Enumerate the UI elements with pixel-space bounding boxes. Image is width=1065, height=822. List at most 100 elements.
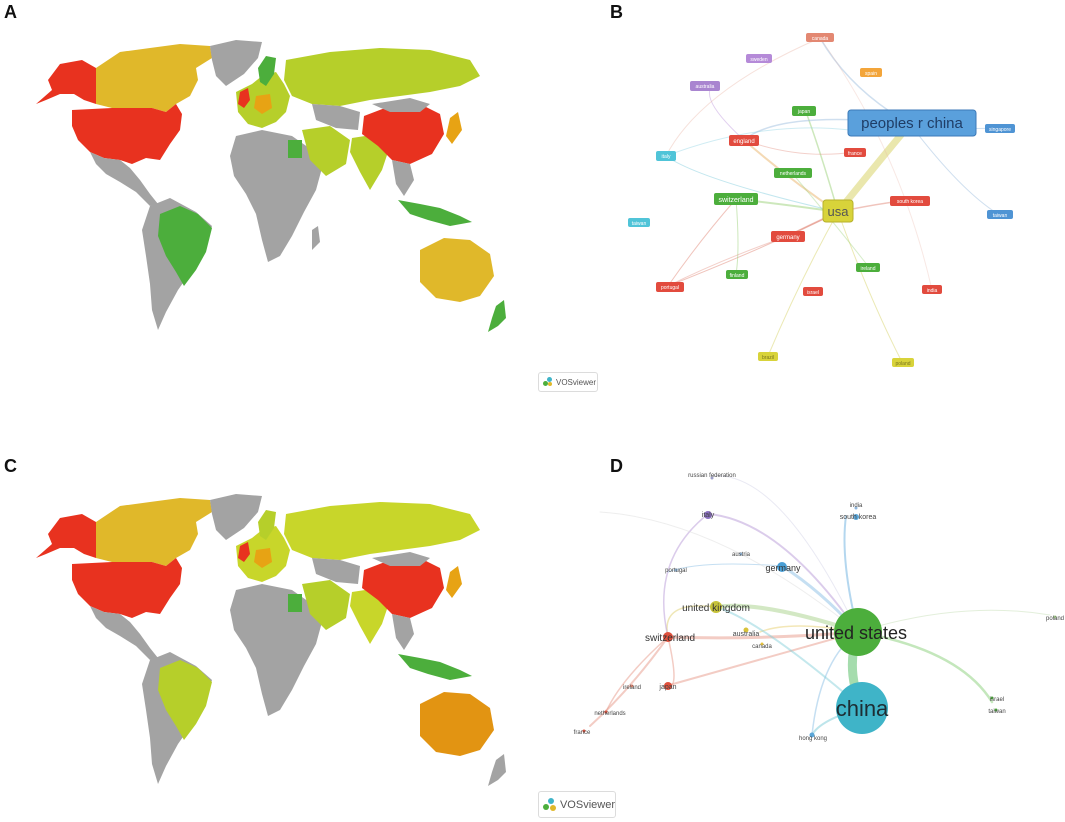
country-australia bbox=[420, 692, 494, 756]
country-central-asia bbox=[312, 104, 360, 130]
network-d-nodes: united states china russian federation i… bbox=[574, 473, 1064, 742]
node-label: south korea bbox=[897, 199, 923, 205]
node-label: israel bbox=[990, 697, 1004, 703]
country-madagascar bbox=[312, 226, 320, 250]
edge bbox=[665, 631, 859, 687]
node-label: china bbox=[836, 696, 889, 721]
country-mexico bbox=[90, 606, 158, 660]
edge bbox=[909, 123, 999, 215]
node-label: canada bbox=[812, 36, 829, 42]
country-se-asia bbox=[392, 160, 414, 196]
node-label: portugal bbox=[661, 285, 679, 291]
node-poland: poland bbox=[1046, 615, 1064, 622]
edge bbox=[665, 155, 839, 213]
node-germany: germany bbox=[771, 231, 805, 242]
panel-label-c: C bbox=[4, 456, 17, 476]
node-label: ireland bbox=[860, 266, 875, 272]
node-switzerland: switzerland bbox=[714, 193, 758, 205]
country-uk bbox=[238, 542, 250, 562]
node-label: spain bbox=[865, 71, 877, 77]
node-label: india bbox=[850, 503, 863, 509]
country-greenland bbox=[210, 494, 262, 540]
node-label: canada bbox=[752, 644, 772, 650]
node-france: france bbox=[844, 148, 866, 157]
node-label: finland bbox=[730, 273, 745, 279]
country-middle-east bbox=[302, 580, 350, 630]
country-greenland bbox=[210, 40, 262, 86]
vosviewer-badge-text: VOSviewer bbox=[559, 798, 615, 811]
node-sweden: sweden bbox=[746, 54, 772, 63]
node-ireland: ireland bbox=[856, 263, 880, 272]
node-label: israel bbox=[807, 290, 819, 296]
node-label: italy bbox=[702, 512, 715, 519]
node-brazil: brazil bbox=[758, 352, 778, 361]
node-label: peoples r china bbox=[861, 115, 963, 132]
node-label: japan bbox=[658, 684, 676, 691]
node-label: england bbox=[733, 139, 754, 145]
node-label: australia bbox=[733, 631, 760, 638]
country-japan bbox=[446, 566, 462, 598]
node-label: netherlands bbox=[780, 171, 807, 177]
country-scandinavia bbox=[258, 56, 276, 86]
node-japan: japan bbox=[792, 106, 816, 116]
panel-label-d: D bbox=[610, 456, 623, 476]
country-canada bbox=[96, 498, 212, 566]
node-australia: australia bbox=[690, 81, 720, 91]
node-label: india bbox=[927, 288, 938, 294]
node-label: ireland bbox=[623, 685, 641, 691]
node-label: japan bbox=[797, 109, 810, 115]
node-china: china bbox=[836, 682, 889, 734]
node-label: france bbox=[848, 151, 862, 157]
node-label: brazil bbox=[762, 355, 774, 361]
node-label: sweden bbox=[750, 57, 767, 63]
node-netherlands: netherlands bbox=[774, 168, 812, 178]
country-africa bbox=[230, 130, 322, 262]
network-d-edges bbox=[589, 475, 1051, 736]
vosviewer-badge-text: VOSviewer bbox=[556, 377, 597, 387]
node-japan: japan bbox=[658, 682, 677, 691]
node-hong-kong: hong kong bbox=[799, 732, 827, 742]
node-poland: poland bbox=[892, 358, 914, 367]
node-spain: spain bbox=[860, 68, 882, 77]
country-china bbox=[362, 104, 444, 164]
node-india: india bbox=[922, 285, 942, 294]
country-central-asia bbox=[312, 558, 360, 584]
node-label: united kingdom bbox=[682, 603, 750, 614]
edge bbox=[589, 636, 669, 727]
node-switzerland: switzerland bbox=[645, 632, 695, 644]
node-label: taiwan bbox=[993, 213, 1008, 219]
node-portugal: portugal bbox=[656, 282, 684, 292]
vosviewer-logo-icon bbox=[543, 377, 553, 387]
country-egypt bbox=[288, 594, 302, 612]
node-label: portugal bbox=[665, 568, 687, 574]
node-israel: israel bbox=[803, 287, 823, 296]
node-russian-federation: russian federation bbox=[688, 473, 736, 480]
node-peoples-r-china: peoples r china bbox=[847, 109, 977, 137]
node-label: italy bbox=[662, 154, 671, 160]
node-south-korea: south korea bbox=[890, 196, 930, 206]
country-africa bbox=[230, 584, 322, 716]
node-united-states: united states bbox=[805, 608, 907, 656]
node-canada: canada bbox=[752, 642, 773, 650]
node-label: switzerland bbox=[645, 633, 695, 644]
edge bbox=[599, 511, 859, 633]
node-label: france bbox=[574, 730, 591, 736]
country-mongolia bbox=[372, 98, 430, 112]
edge bbox=[837, 211, 903, 363]
edge bbox=[857, 609, 1051, 633]
node-germany: germany bbox=[765, 562, 801, 573]
edge bbox=[711, 475, 859, 633]
country-se-asia bbox=[392, 614, 414, 650]
node-netherlands: netherlands bbox=[594, 710, 626, 717]
node-label: south korea bbox=[840, 514, 877, 521]
node-taiwan: taiwan bbox=[988, 708, 1006, 715]
node-label: poland bbox=[1046, 616, 1064, 622]
node-italy: italy bbox=[702, 511, 715, 519]
node-label: taiwan bbox=[988, 709, 1005, 715]
node-australia: australia bbox=[733, 627, 760, 638]
node-taiwan-blue: taiwan bbox=[987, 210, 1013, 219]
node-label: poland bbox=[895, 361, 910, 367]
node-england: england bbox=[729, 135, 759, 146]
country-mexico bbox=[90, 152, 158, 206]
